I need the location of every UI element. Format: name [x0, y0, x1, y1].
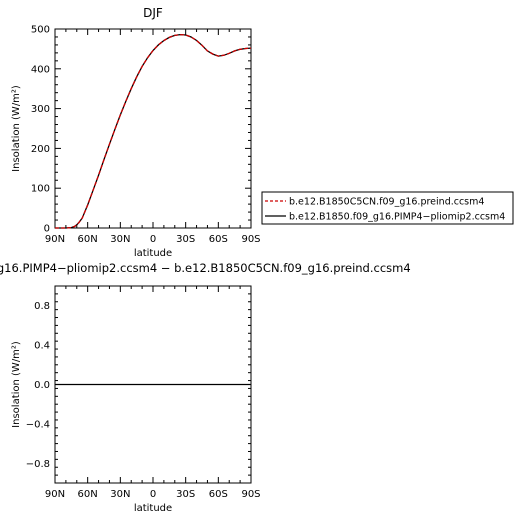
y-tick-label: 100	[31, 184, 50, 195]
y-tick-label: 300	[31, 104, 50, 115]
chart-panel-1: DJF 90N 60N 30N 0 30S 60S 90S 0 100 200 300 400 500 la…	[11, 6, 514, 259]
x-tick-label: 30S	[176, 234, 195, 245]
x-tick-label: 60N	[78, 489, 98, 500]
y-tick-label: 200	[31, 144, 50, 155]
chart-title: DJF	[143, 6, 163, 20]
y-tick-label: −0.8	[26, 459, 50, 470]
x-tick-label: 90N	[45, 489, 65, 500]
x-tick-label: 0	[150, 489, 156, 500]
x-tick-label: 90S	[241, 489, 260, 500]
x-tick-label: 90S	[241, 234, 260, 245]
chart-title: b.e12.B1850.f09_g16.PIMP4−pliomip2.ccsm4…	[0, 261, 411, 275]
chart-panel-2: b.e12.B1850.f09_g16.PIMP4−pliomip2.ccsm4…	[0, 261, 411, 514]
x-axis-label: latitude	[134, 503, 172, 514]
y-tick-label: 0.8	[34, 301, 50, 312]
legend: b.e12.B1850C5CN.f09_g16.preind.ccsm4 b.e1…	[261, 191, 514, 225]
x-tick-label: 30S	[176, 489, 195, 500]
legend-box	[261, 191, 514, 225]
series-line-1	[55, 33, 252, 229]
y-axis-label: Insolation (W/m²)	[11, 85, 22, 172]
y-tick-label: −0.4	[26, 419, 50, 430]
x-tick-label: 90N	[45, 234, 65, 245]
y-tick-label: 400	[31, 64, 50, 75]
y-axis-label: Insolation (W/m²)	[11, 341, 22, 428]
y-tick-label: 0.0	[34, 380, 50, 391]
plot-frame	[54, 28, 252, 229]
x-axis-label: latitude	[134, 248, 172, 259]
x-tick-label: 0	[150, 234, 156, 245]
x-tick-label: 30N	[110, 234, 130, 245]
x-tick-label: 60S	[209, 489, 228, 500]
x-tick-label: 30N	[110, 489, 130, 500]
x-tick-label: 60S	[209, 234, 228, 245]
y-tick-label: 500	[31, 25, 50, 36]
legend-entry-1: b.e12.B1850C5CN.f09_g16.preind.ccsm4	[289, 197, 484, 208]
series-line-2	[55, 33, 252, 229]
x-tick-label: 60N	[78, 234, 98, 245]
y-tick-label: 0	[44, 224, 50, 235]
legend-entry-2: b.e12.B1850.f09_g16.PIMP4−pliomip2.ccsm4	[289, 212, 505, 223]
y-tick-label: 0.4	[34, 341, 50, 352]
